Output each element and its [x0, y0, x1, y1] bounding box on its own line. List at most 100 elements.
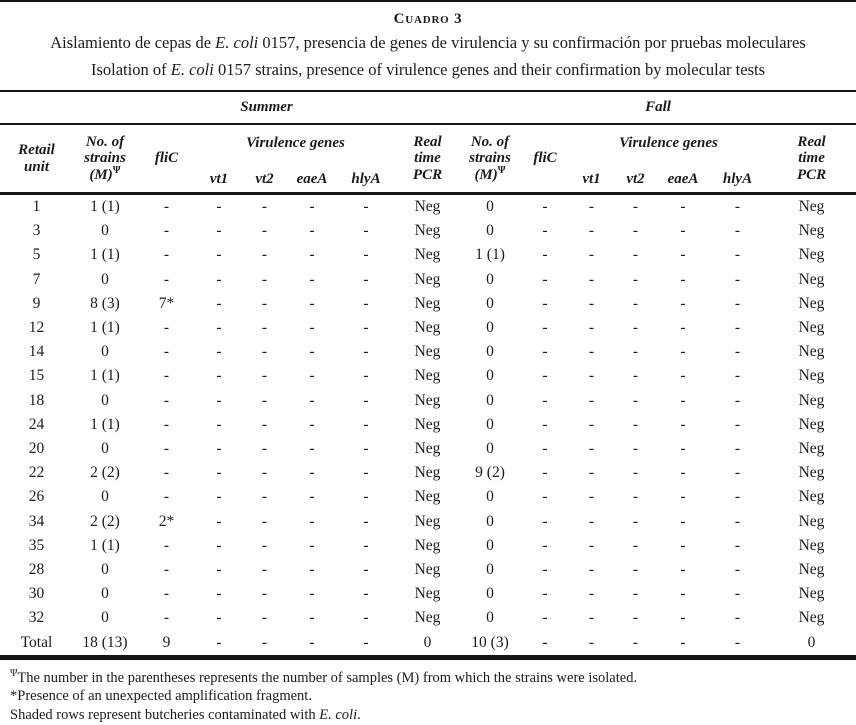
value-cell: - [680, 246, 686, 264]
value-cell: - [363, 440, 369, 458]
value-cell: - [734, 464, 741, 482]
value-cell: - [163, 464, 170, 482]
table-header: Summer Fall Retail unit No. of strains (… [0, 91, 856, 194]
value-cell: - [734, 440, 741, 458]
retail-unit-cell: 15 [28, 367, 45, 385]
table-row: 30 0 - - - - - Neg 0 - - - - - Neg [0, 582, 856, 606]
value-cell: 0 [486, 536, 494, 554]
value-cell: - [680, 294, 686, 312]
value-cell: 1 (1) [90, 319, 120, 337]
value-cell: - [309, 198, 315, 215]
value-cell: 7* [158, 294, 175, 312]
value-cell: - [309, 246, 315, 264]
season-summer-header: Summer [73, 91, 461, 125]
value-cell: 1 (1) [475, 246, 505, 264]
value-cell: 0 [486, 488, 494, 506]
value-cell: - [734, 609, 741, 627]
retail-unit-cell: 34 [28, 512, 45, 530]
header-summer-eaeA: eaeA [296, 170, 328, 187]
value-cell: - [632, 367, 639, 385]
value-cell: - [363, 585, 369, 603]
value-cell: Neg [798, 319, 825, 337]
value-cell: - [309, 633, 315, 651]
value-cell: 2* [158, 512, 175, 530]
value-cell: - [261, 609, 268, 627]
value-cell: - [216, 488, 222, 506]
value-cell: 0 [101, 488, 109, 506]
value-cell: - [261, 633, 268, 651]
value-cell: - [309, 464, 315, 482]
value-cell: - [261, 585, 268, 603]
table-row: 34 2 (2) 2* - - - - Neg 0 - - - - - Neg [0, 510, 856, 534]
value-cell: 1 (1) [90, 536, 120, 554]
value-cell: - [680, 585, 686, 603]
value-cell: - [632, 222, 639, 240]
value-cell: - [734, 488, 741, 506]
header-fall-vt1: vt1 [582, 170, 601, 187]
value-cell: - [588, 440, 595, 458]
value-cell: 0 [101, 391, 109, 409]
value-cell: 0 [101, 343, 109, 361]
value-cell: 1 (1) [90, 246, 120, 264]
value-cell: Neg [414, 294, 441, 312]
value-cell: - [734, 536, 741, 554]
value-cell: 0 [486, 391, 494, 409]
value-cell: - [309, 585, 315, 603]
value-cell: - [216, 246, 222, 264]
value-cell: - [734, 415, 741, 433]
value-cell: - [261, 222, 268, 240]
value-cell: - [363, 246, 369, 264]
value-cell: - [632, 585, 639, 603]
value-cell: - [542, 319, 548, 337]
value-cell: 0 [486, 585, 494, 603]
value-cell: Neg [414, 246, 441, 264]
value-cell: - [216, 343, 222, 361]
value-cell: Neg [414, 561, 441, 579]
value-cell: - [734, 512, 741, 530]
value-cell: 0 [101, 609, 109, 627]
value-cell: - [163, 536, 170, 554]
value-cell: - [542, 294, 548, 312]
value-cell: - [363, 343, 369, 361]
value-cell: - [163, 222, 170, 240]
table-row: 28 0 - - - - - Neg 0 - - - - - Neg [0, 558, 856, 582]
header-summer-virulence-genes: Virulence genes [246, 134, 345, 151]
value-cell: 0 [101, 561, 109, 579]
value-cell: - [216, 198, 222, 215]
value-cell: - [632, 343, 639, 361]
value-cell: - [309, 367, 315, 385]
retail-unit-cell: Total [20, 633, 53, 651]
value-cell: 0 [486, 561, 494, 579]
value-cell: - [261, 512, 268, 530]
value-cell: 0 [486, 367, 494, 385]
header-summer-hlyA: hlyA [351, 170, 381, 187]
value-cell: Neg [798, 222, 825, 240]
value-cell: 1 (1) [90, 367, 120, 385]
retail-unit-cell: 9 [32, 294, 41, 312]
value-cell: Neg [798, 246, 825, 264]
value-cell: 9 (2) [475, 464, 505, 482]
value-cell: Neg [798, 198, 825, 215]
value-cell: - [588, 488, 595, 506]
table-row: 26 0 - - - - - Neg 0 - - - - - Neg [0, 485, 856, 509]
table-row: 1 1 (1) - - - - - Neg 0 - - - - - Neg [0, 194, 856, 220]
value-cell: - [734, 585, 741, 603]
value-cell: - [588, 633, 595, 651]
value-cell: - [163, 343, 170, 361]
value-cell: 0 [486, 440, 494, 458]
psi-superscript: Ψ [112, 164, 121, 176]
value-cell: - [734, 391, 741, 409]
value-cell: - [588, 464, 595, 482]
value-cell: - [632, 561, 639, 579]
value-cell: - [680, 609, 686, 627]
header-fall-virulence-genes: Virulence genes [619, 134, 718, 151]
value-cell: - [261, 536, 268, 554]
value-cell: - [542, 270, 548, 288]
value-cell: - [363, 391, 369, 409]
value-cell: - [261, 198, 268, 215]
header-summer-vt1: vt1 [209, 170, 229, 187]
value-cell: - [588, 198, 595, 215]
value-cell: - [309, 270, 315, 288]
title-block: Cuadro 3 Aislamiento de cepas de E. coli… [0, 0, 856, 90]
